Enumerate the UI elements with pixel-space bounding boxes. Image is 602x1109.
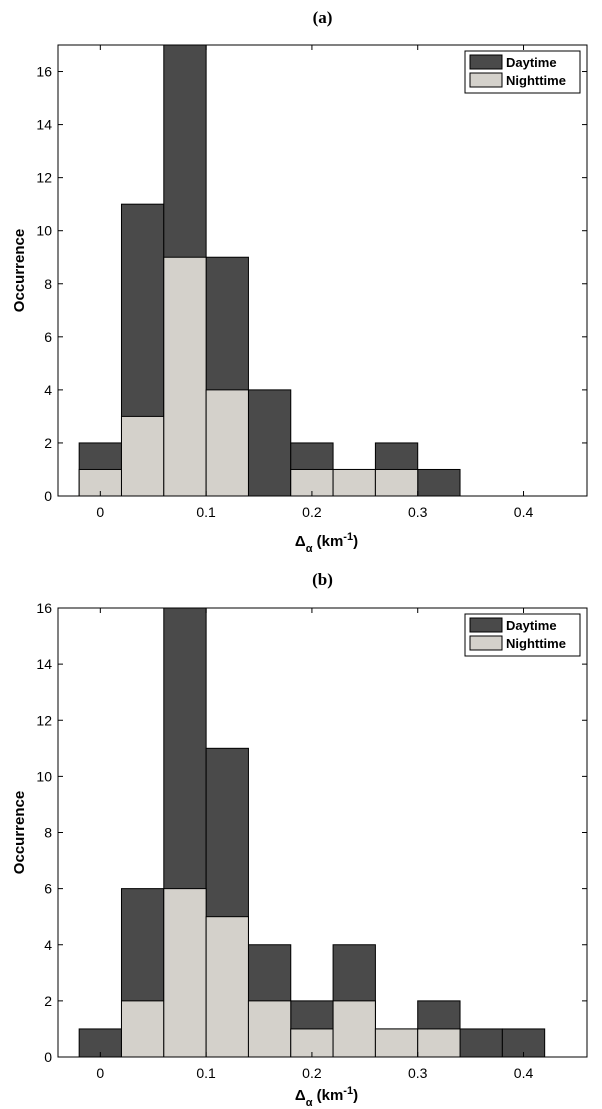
- x-axis-label-main: Δ: [295, 533, 306, 550]
- legend-swatch-daytime: [469, 617, 503, 633]
- y-tick-label: 0: [44, 488, 52, 504]
- plot-frame: [57, 44, 588, 497]
- y-tick-label: 0: [44, 1049, 52, 1065]
- daytime-bar: [417, 468, 461, 497]
- x-tick-label: 0: [96, 1065, 104, 1081]
- y-tick-label: 12: [36, 170, 52, 186]
- x-axis-label-sub: α: [306, 543, 313, 555]
- nighttime-bar: [332, 1000, 376, 1058]
- panel-label: (a): [313, 8, 333, 27]
- y-tick-label: 10: [36, 223, 52, 239]
- nighttime-bar: [247, 1000, 292, 1058]
- nighttime-bar: [417, 1028, 461, 1058]
- x-axis-label-unit: (km: [312, 1087, 343, 1104]
- daytime-bar: [459, 1028, 503, 1058]
- nighttime-bar: [205, 916, 249, 1058]
- x-tick-label: 0: [96, 504, 104, 520]
- y-tick-label: 10: [36, 768, 52, 784]
- y-tick-label: 2: [44, 993, 52, 1009]
- legend-swatch-nighttime: [469, 72, 503, 88]
- y-tick-label: 6: [44, 329, 52, 345]
- nighttime-bar: [120, 1000, 165, 1058]
- x-axis-label: Δα (km-1): [295, 1085, 358, 1109]
- y-tick-label: 8: [44, 276, 52, 292]
- daytime-bar: [247, 389, 292, 497]
- x-axis-label-main: Δ: [295, 1087, 306, 1104]
- x-tick-label: 0.1: [196, 1065, 216, 1081]
- y-tick-label: 2: [44, 435, 52, 451]
- y-tick-label: 6: [44, 881, 52, 897]
- x-axis-label-unit: (km: [312, 533, 343, 550]
- nighttime-bar: [374, 468, 419, 497]
- y-tick-label: 4: [44, 382, 52, 398]
- y-axis-label: Occurrence: [11, 791, 28, 874]
- x-axis-label-sub: α: [306, 1097, 313, 1109]
- y-tick-label: 8: [44, 825, 52, 841]
- legend: Daytime Nighttime: [464, 613, 581, 657]
- x-axis-label-close: ): [353, 1087, 358, 1104]
- y-tick-label: 16: [36, 600, 52, 616]
- nighttime-bar: [163, 256, 207, 497]
- panel-label: (b): [312, 570, 333, 589]
- nighttime-bar: [205, 389, 249, 497]
- x-axis-label: Δα (km-1): [295, 531, 358, 555]
- x-axis-label-close: ): [353, 533, 358, 550]
- histogram-panel-a: (a) 0 2 4 6 8 10 12 14 16 0 0.1 0.2 0.3 0.4 Occurrence Δ…: [11, 8, 588, 555]
- x-tick-label: 0.4: [514, 504, 534, 520]
- x-tick-label: 0.2: [302, 504, 322, 520]
- x-axis-label-exp: -1: [343, 1085, 353, 1097]
- x-tick-label: 0.4: [514, 1065, 534, 1081]
- legend-label-daytime: Daytime: [506, 55, 557, 70]
- legend: Daytime Nighttime: [464, 50, 581, 94]
- y-tick-label: 14: [36, 656, 52, 672]
- legend-label-daytime: Daytime: [506, 618, 557, 633]
- y-tick-label: 16: [36, 64, 52, 80]
- x-tick-label: 0.2: [302, 1065, 322, 1081]
- histogram-panel-b: (b) 0 2 4 6 8 10 12 14 16 0 0.1 0.2 0.3 0.4 Occurrence Δ…: [11, 570, 588, 1109]
- y-tick-label: 12: [36, 712, 52, 728]
- legend-label-nighttime: Nighttime: [506, 636, 566, 651]
- legend-swatch-nighttime: [469, 635, 503, 651]
- legend-swatch-daytime: [469, 54, 503, 70]
- nighttime-bar: [332, 468, 376, 497]
- y-tick-label: 4: [44, 937, 52, 953]
- nighttime-bar: [163, 888, 207, 1058]
- x-tick-label: 0.3: [408, 504, 428, 520]
- nighttime-bar: [374, 1028, 419, 1058]
- x-axis-label-exp: -1: [343, 531, 353, 543]
- x-tick-label: 0.3: [408, 1065, 428, 1081]
- legend-label-nighttime: Nighttime: [506, 73, 566, 88]
- y-tick-label: 14: [36, 117, 52, 133]
- x-tick-label: 0.1: [196, 504, 216, 520]
- nighttime-bar: [120, 415, 165, 497]
- y-axis-label: Occurrence: [11, 229, 28, 312]
